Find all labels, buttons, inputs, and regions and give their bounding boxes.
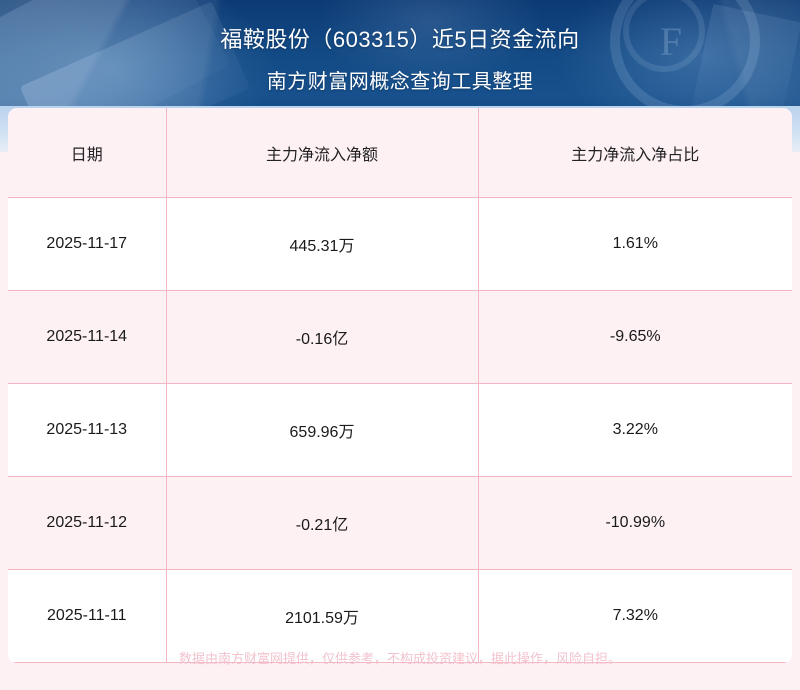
cell-date: 2025-11-11 [8, 569, 167, 663]
table-row: 2025-11-13 659.96万 3.22% [8, 383, 792, 477]
cell-net-amount: -0.16亿 [166, 290, 479, 384]
cell-net-ratio: 7.32% [478, 569, 792, 663]
banner-decor-glyph: F [659, 19, 682, 64]
cell-date: 2025-11-17 [8, 197, 167, 291]
fund-flow-table: 日期 主力净流入净额 主力净流入净占比 2025-11-17 445.31万 1… [8, 108, 792, 663]
footer-disclaimer: 数据由南方财富网提供，仅供参考，不构成投资建议，据此操作，风险自担。 [178, 651, 621, 666]
cell-net-amount: -0.21亿 [166, 476, 479, 570]
banner-decor-inner-ring [623, 0, 705, 72]
cell-date: 2025-11-14 [8, 290, 167, 384]
cell-net-ratio: -9.65% [478, 290, 792, 384]
cell-net-ratio: 1.61% [478, 197, 792, 291]
table-row: 2025-11-12 -0.21亿 -10.99% [8, 476, 792, 570]
cell-net-amount: 659.96万 [166, 383, 479, 477]
column-header-net-amount: 主力净流入净额 [166, 108, 479, 198]
table-header-row: 日期 主力净流入净额 主力净流入净占比 [8, 108, 792, 198]
banner-titles: 福鞍股份（603315）近5日资金流向 南方财富网概念查询工具整理 [0, 0, 800, 94]
column-header-net-ratio: 主力净流入净占比 [478, 108, 792, 198]
cell-date: 2025-11-13 [8, 383, 167, 477]
page-title: 福鞍股份（603315）近5日资金流向 [220, 27, 580, 52]
table-body: 2025-11-17 445.31万 1.61% 2025-11-14 -0.1… [8, 197, 792, 663]
cell-net-ratio: 3.22% [478, 383, 792, 477]
table-row: 2025-11-11 2101.59万 7.32% [8, 569, 792, 663]
table-header: 日期 主力净流入净额 主力净流入净占比 [8, 108, 792, 198]
cell-net-amount: 2101.59万 [166, 569, 479, 663]
cell-date: 2025-11-12 [8, 476, 167, 570]
page-subtitle: 南方财富网概念查询工具整理 [266, 71, 534, 93]
fund-flow-table-container: 日期 主力净流入净额 主力净流入净占比 2025-11-17 445.31万 1… [8, 108, 792, 663]
column-header-date: 日期 [8, 108, 167, 198]
table-row: 2025-11-17 445.31万 1.61% [8, 197, 792, 291]
cell-net-ratio: -10.99% [478, 476, 792, 570]
cell-net-amount: 445.31万 [166, 197, 479, 291]
table-row: 2025-11-14 -0.16亿 -9.65% [8, 290, 792, 384]
